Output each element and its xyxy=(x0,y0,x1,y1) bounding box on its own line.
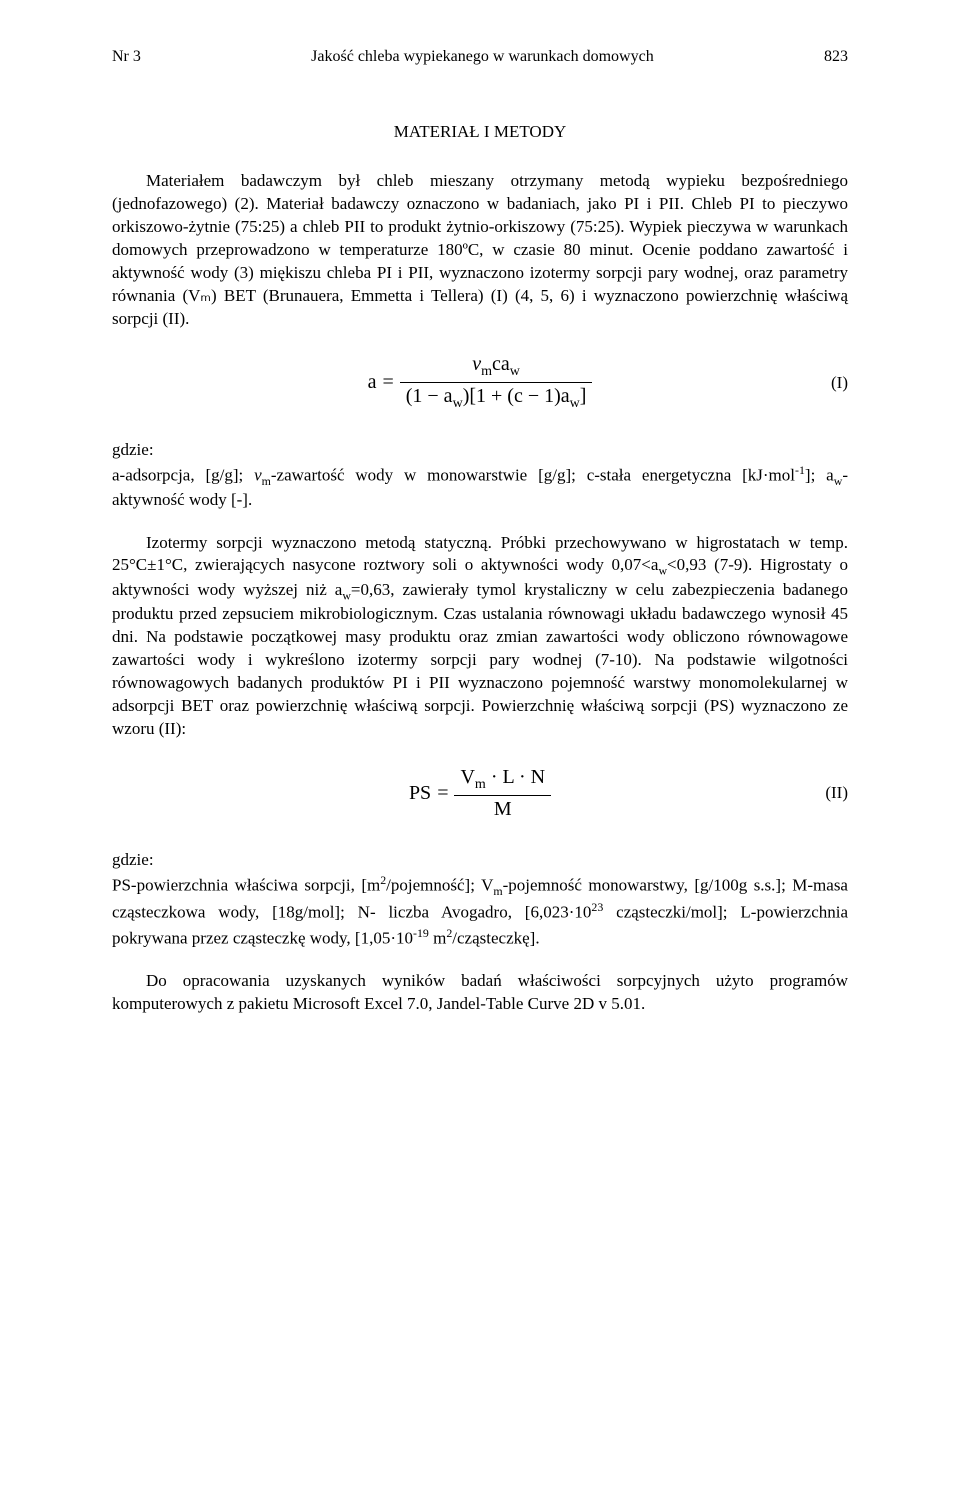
eq1-num-nu: ν xyxy=(472,353,481,375)
header-issue-number: Nr 3 xyxy=(112,48,141,66)
equation-2-row: PS = Vm · L · N M (II) xyxy=(112,761,848,825)
eq2-lhs: PS xyxy=(409,782,431,805)
eq1-num-sub-m: m xyxy=(481,364,492,379)
eq1-den-b: )[1 + (c − 1)a xyxy=(463,385,570,407)
where-block-1: gdzie: a-adsorpcja, [g/g]; νm-zawartość … xyxy=(112,439,848,512)
page-header: Nr 3 Jakość chleba wypiekanego w warunka… xyxy=(112,48,848,66)
eq1-num-sub-w: w xyxy=(510,364,520,379)
eq1-equals: = xyxy=(382,371,393,394)
header-running-title: Jakość chleba wypiekanego w warunkach do… xyxy=(141,48,824,66)
eq1-num-ca: ca xyxy=(492,353,510,375)
eq1-den-sub2: w xyxy=(570,396,580,411)
where-text-2: PS-powierzchnia właściwa sorpcji, [m2/po… xyxy=(112,872,848,950)
eq2-num-rest: · L · N xyxy=(486,766,545,788)
eq1-den-c: ] xyxy=(580,385,587,407)
eq1-bar xyxy=(400,382,593,383)
header-page-number: 823 xyxy=(824,48,848,66)
equation-1: a = νmcaw (1 − aw)[1 + (c − 1)aw] xyxy=(368,353,593,412)
eq2-numerator: Vm · L · N xyxy=(454,766,551,793)
paragraph-isotherms: Izotermy sorpcji wyznaczono metodą staty… xyxy=(112,532,848,741)
eq2-equals: = xyxy=(437,782,448,805)
where-block-2: gdzie: PS-powierzchnia właściwa sorpcji,… xyxy=(112,849,848,950)
eq1-lhs: a xyxy=(368,371,377,394)
eq2-bar xyxy=(454,795,551,796)
equation-1-row: a = νmcaw (1 − aw)[1 + (c − 1)aw] (I) xyxy=(112,351,848,415)
where-text-1: a-adsorpcja, [g/g]; νm-zawartość wody w … xyxy=(112,462,848,512)
eq2-fraction: Vm · L · N M xyxy=(454,766,551,821)
paragraph-software: Do opracowania uzyskanych wyników badań … xyxy=(112,970,848,1016)
eq2-num-sub-m: m xyxy=(475,777,486,792)
equation-2: PS = Vm · L · N M xyxy=(409,766,551,821)
where-label-2: gdzie: xyxy=(112,849,848,872)
eq2-num-v: V xyxy=(460,766,474,788)
eq1-den-sub1: w xyxy=(453,396,463,411)
section-heading: MATERIAŁ I METODY xyxy=(112,122,848,142)
paragraph-materials: Materiałem badawczym był chleb mieszany … xyxy=(112,170,848,331)
where-label-1: gdzie: xyxy=(112,439,848,462)
eq1-fraction: νmcaw (1 − aw)[1 + (c − 1)aw] xyxy=(400,353,593,412)
eq1-denominator: (1 − aw)[1 + (c − 1)aw] xyxy=(400,385,593,412)
page: Nr 3 Jakość chleba wypiekanego w warunka… xyxy=(0,0,960,1096)
equation-1-label: (I) xyxy=(831,373,848,393)
eq2-denominator: M xyxy=(488,798,518,821)
equation-2-label: (II) xyxy=(825,783,848,803)
eq1-numerator: νmcaw xyxy=(466,353,526,380)
eq1-den-a: (1 − a xyxy=(406,385,453,407)
